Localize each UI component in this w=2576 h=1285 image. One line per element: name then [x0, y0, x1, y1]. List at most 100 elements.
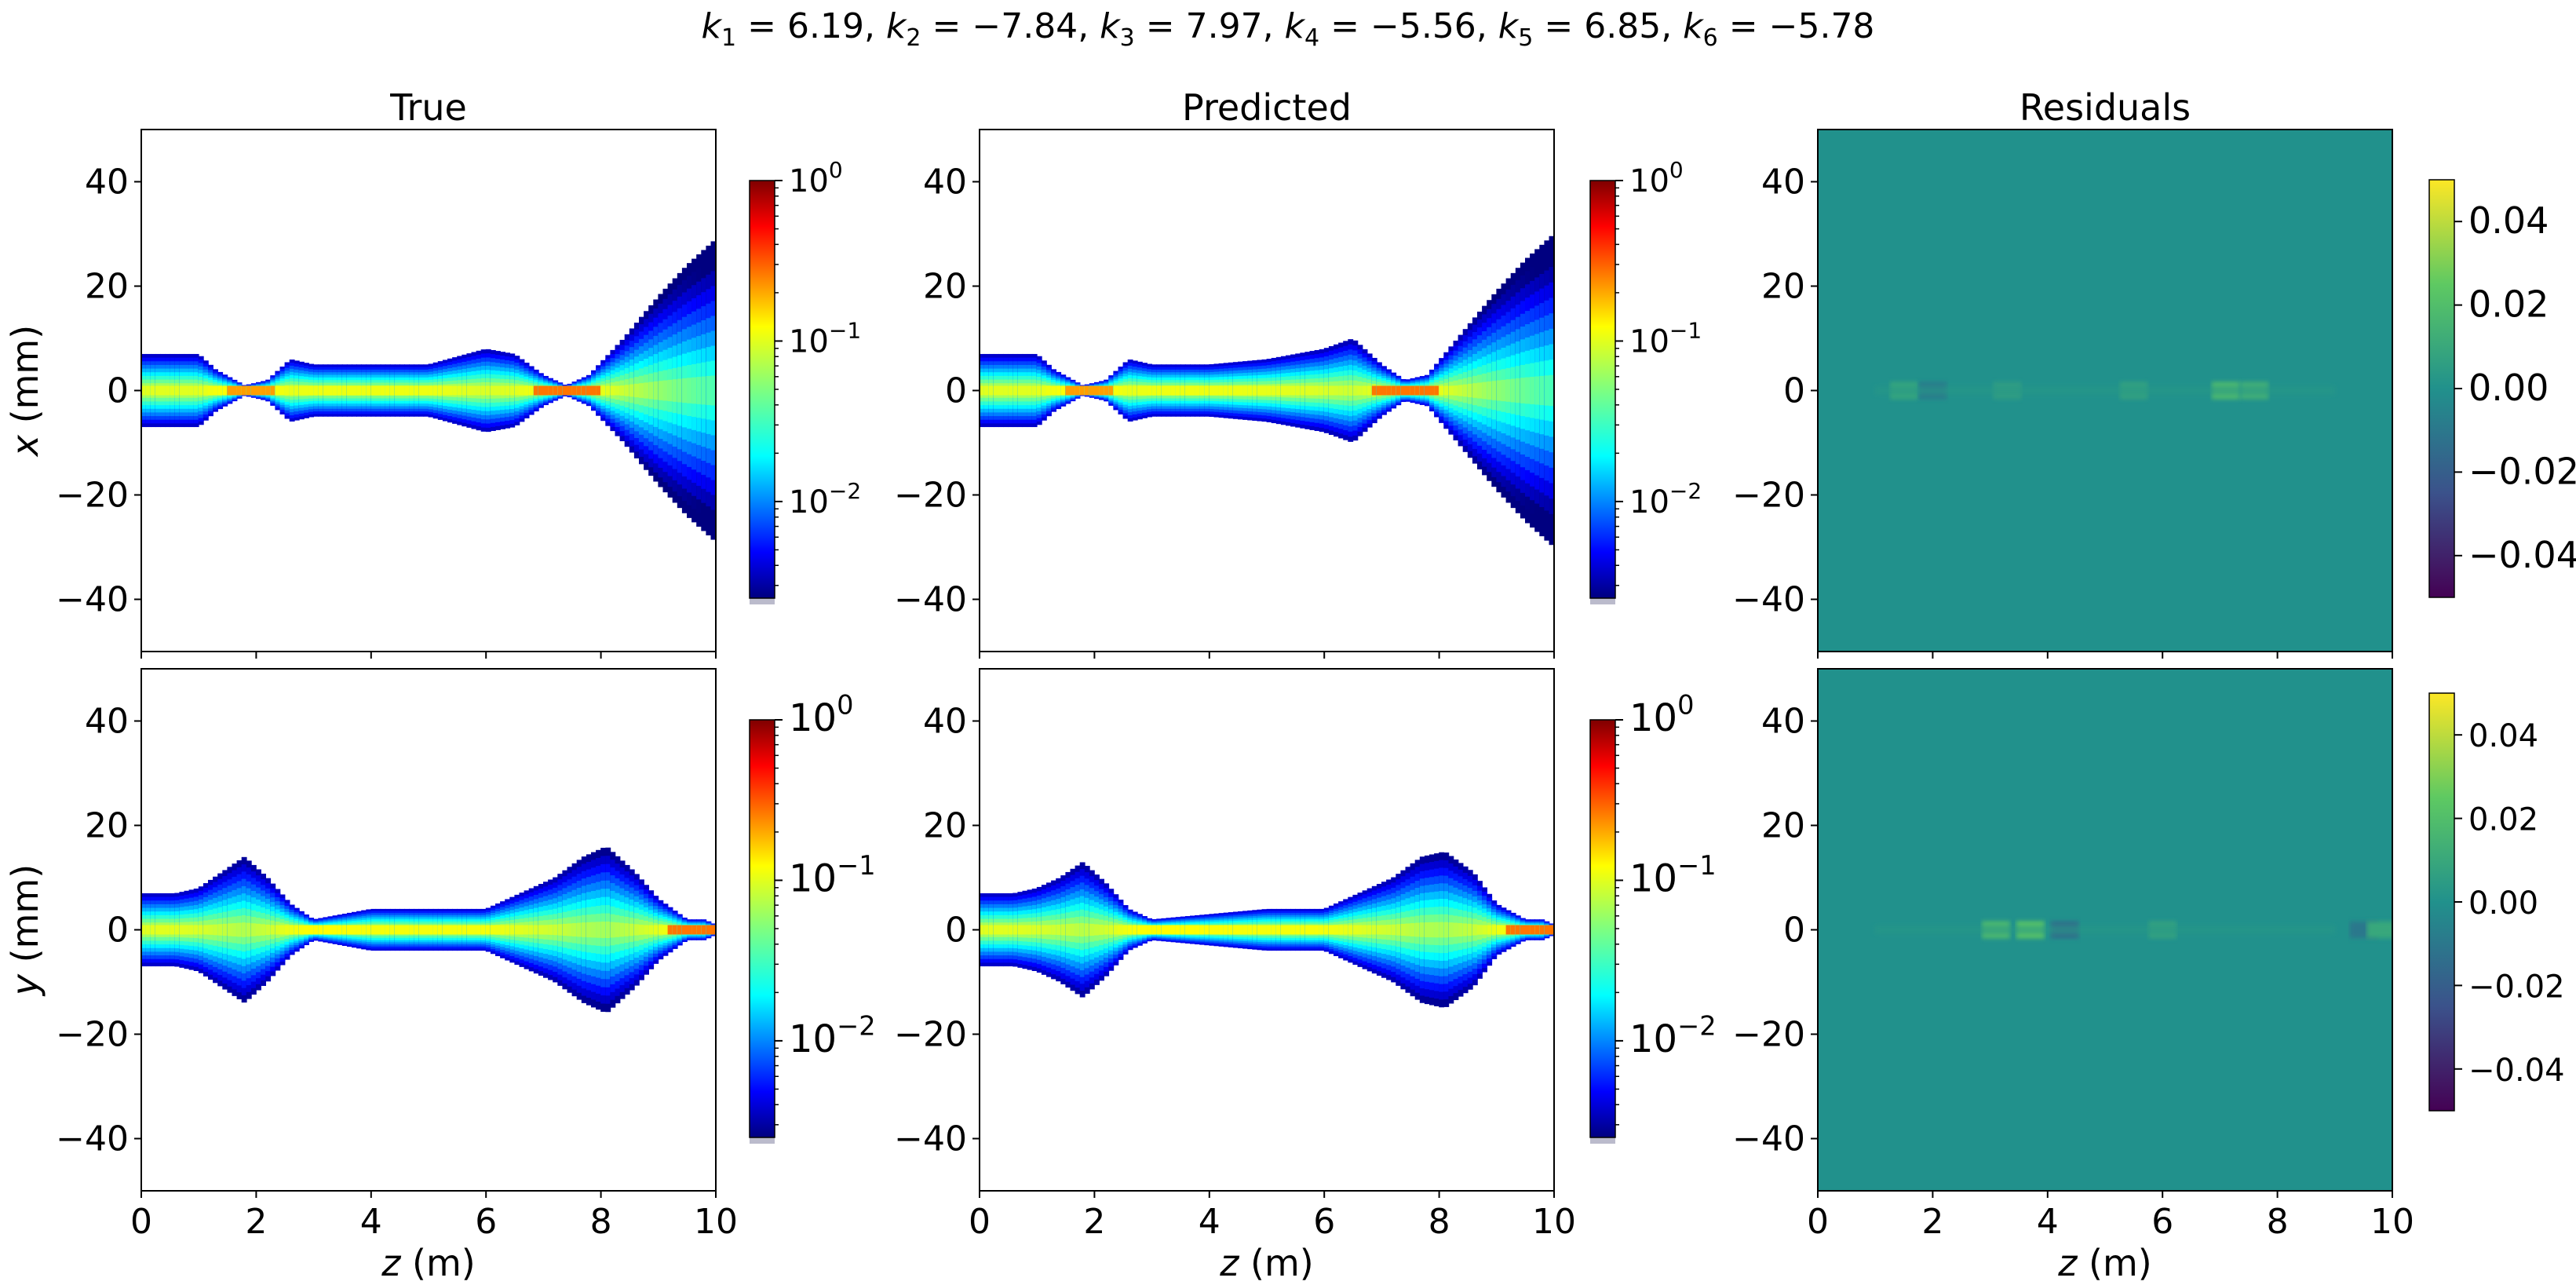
heatmap-cell — [505, 925, 511, 935]
heatmap-cell — [432, 925, 439, 935]
heatmap-cell — [1314, 385, 1320, 396]
heatmap-cell — [1036, 925, 1042, 935]
heatmap-cell — [983, 385, 990, 396]
heatmap-cell — [490, 385, 496, 396]
y-tick-label: 40 — [85, 162, 129, 203]
heatmap-cell — [213, 385, 218, 396]
y-tick-label: 20 — [923, 267, 967, 307]
heatmap-cell — [677, 925, 683, 935]
figure-suptitle: k1 = 6.19, k2 = −7.84, k3 = 7.97, k4 = −… — [702, 6, 1875, 52]
colorbar-tick-label: 10−2 — [1629, 478, 1702, 520]
heatmap-cell — [1142, 925, 1148, 935]
heatmap-cell — [480, 925, 487, 935]
heatmap-cell — [275, 385, 281, 396]
heatmap-cell — [284, 385, 290, 396]
heatmap-cell — [294, 925, 300, 935]
colorbar-tick-exponent: −2 — [829, 478, 861, 504]
heatmap-cell — [1357, 925, 1363, 935]
heatmap-cell — [1491, 925, 1498, 935]
heatmap-cell — [332, 925, 338, 935]
suptitle-k-value: = −7.84 — [921, 6, 1078, 46]
heatmap-cell — [1094, 385, 1100, 396]
heatmap-cell — [304, 925, 309, 935]
panel-title: Residuals — [2020, 86, 2191, 129]
heatmap-cell — [701, 925, 707, 935]
heatmap-cell — [1477, 382, 1483, 399]
heatmap-cell — [1209, 385, 1215, 396]
heatmap-cell — [1046, 385, 1052, 396]
x-axis-label-unit: (m) — [400, 1242, 475, 1284]
heatmap-cell — [165, 925, 170, 935]
heatmap-cell — [667, 925, 673, 935]
heatmap-cell — [442, 385, 448, 396]
heatmap-cell — [213, 924, 218, 936]
heatmap-cell — [145, 385, 151, 396]
heatmap-cell — [289, 925, 295, 935]
heatmap-cell — [385, 925, 391, 935]
heatmap-cell — [687, 378, 692, 403]
y-axis-label-unit: (mm) — [4, 325, 46, 435]
y-axis-label: x (mm) — [4, 325, 46, 458]
suptitle-k-symbol: k — [1285, 6, 1306, 46]
heatmap-cell — [437, 925, 443, 935]
heatmap-cell — [447, 385, 453, 396]
heatmap-cell — [624, 385, 630, 396]
heatmap-cell — [1175, 925, 1181, 935]
heatmap-cell — [677, 378, 683, 403]
suptitle-k-value: = 6.85 — [1533, 6, 1661, 46]
heatmap-cell — [452, 385, 458, 396]
heatmap-cell — [1491, 381, 1498, 400]
heatmap-cell — [653, 925, 659, 935]
heatmap-cell — [246, 385, 252, 396]
heatmap-cell — [1266, 925, 1272, 935]
heatmap-cell — [1352, 925, 1359, 935]
heatmap-cell — [179, 385, 185, 396]
heatmap-cell — [1381, 385, 1387, 396]
heatmap-cell — [1003, 385, 1009, 396]
heatmap-cell — [1286, 385, 1291, 396]
heatmap-cell — [428, 385, 434, 396]
y-tick-label: −40 — [1732, 580, 1805, 620]
heatmap-cell — [648, 925, 655, 935]
heatmap-cell — [1008, 925, 1014, 935]
heatmap-cell — [1319, 925, 1325, 935]
heatmap-cell — [1405, 385, 1411, 396]
heatmap-cell — [514, 925, 520, 935]
heatmap-cell — [1257, 925, 1263, 935]
heatmap-cell — [227, 923, 233, 936]
heatmap-cell — [1013, 385, 1019, 396]
colorbar-under-extension — [750, 1137, 775, 1144]
heatmap-cell — [1410, 923, 1416, 936]
heatmap-cell — [155, 385, 161, 396]
colorbar-tick-label: 10−2 — [789, 478, 861, 520]
heatmap-cell — [1467, 383, 1473, 398]
heatmap-cell — [993, 925, 999, 935]
heatmap-cell — [1319, 385, 1325, 396]
colorbar-tick-label: 100 — [789, 157, 843, 199]
heatmap-cell — [1099, 385, 1104, 396]
heatmap-cell — [988, 925, 994, 935]
heatmap-cell — [457, 925, 463, 935]
heatmap-cell — [375, 385, 381, 396]
heatmap-cell — [462, 925, 468, 935]
heatmap-cell — [346, 385, 352, 396]
heatmap-cell — [998, 385, 1004, 396]
heatmap-cell — [1089, 385, 1095, 396]
heatmap-cell — [1075, 923, 1081, 936]
heatmap-cell — [1386, 385, 1392, 396]
heatmap-cell — [1151, 385, 1158, 396]
heatmap-cell — [208, 385, 213, 396]
heatmap-cell — [1271, 385, 1277, 396]
x-tick-label: 10 — [694, 1202, 738, 1242]
heatmap-cell — [318, 925, 324, 935]
heatmap-cell — [528, 385, 535, 396]
heatmap-cell — [1376, 925, 1382, 935]
heatmap-cell — [509, 385, 516, 396]
heatmap-cell — [1232, 385, 1239, 396]
heatmap-cell — [1008, 385, 1014, 396]
y-tick-label: −20 — [1732, 476, 1805, 516]
heatmap-cell — [198, 925, 204, 935]
heatmap-cell — [514, 385, 520, 396]
heatmap-cell — [1280, 925, 1286, 935]
